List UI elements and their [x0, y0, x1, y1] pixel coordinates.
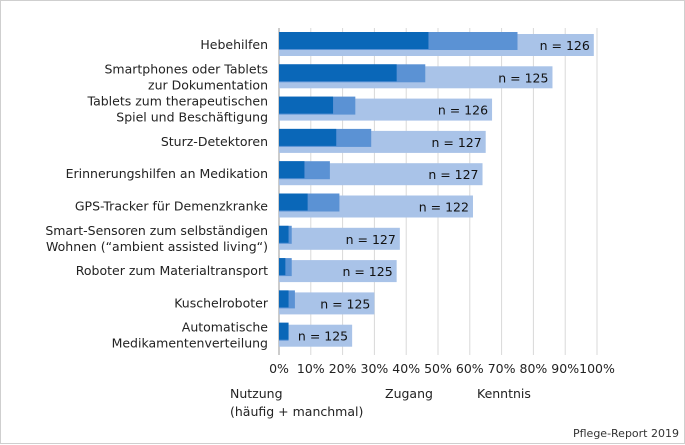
x-tick-label: 0% [269, 361, 289, 376]
bar-kenntnis [279, 292, 375, 315]
category-label: GPS-Tracker für Demenzkranke [75, 199, 268, 214]
category-label: Automatische Medikamentenverteilung [112, 320, 269, 351]
n-label: n = 127 [346, 232, 396, 247]
category-labels: Hebehilfen Smartphones oder Tablets zur Do… [45, 37, 269, 351]
bar-nutzung [279, 225, 289, 243]
x-tick-label: 30% [361, 361, 389, 376]
category-label: Kuschelroboter [174, 295, 269, 310]
x-tick-label: 10% [297, 361, 325, 376]
bar-nutzung [279, 322, 289, 340]
category-label: Smartphones oder Tablets zur Dokumentatio… [104, 61, 268, 92]
category-label: Tablets zum therapeutischen Spiel und Bes… [87, 94, 269, 125]
bar-nutzung [279, 193, 308, 211]
x-tick-label: 70% [488, 361, 516, 376]
category-label: Sturz-Detektoren [161, 134, 268, 149]
category-label: Hebehilfen [200, 37, 268, 52]
n-label: n = 125 [298, 329, 348, 344]
n-labels: n = 126 n = 125 n = 126 n = 127 n = 127 n = 1… [298, 38, 590, 344]
bar-nutzung [279, 258, 286, 276]
bar-kenntnis [279, 227, 400, 250]
legend-item: Nutzung (häufig + manchmal) [230, 386, 363, 419]
bar-nutzung [279, 32, 429, 49]
x-tick-label: 40% [392, 361, 420, 376]
legend-item: Kenntnis [477, 386, 531, 401]
bar-kenntnis [279, 260, 397, 283]
legend: Nutzung (häufig + manchmal) Zugang Kenntnis [230, 386, 531, 419]
n-label: n = 127 [431, 135, 481, 150]
bar-kenntnis [279, 324, 353, 347]
category-label: Erinnerungshilfen an Medikation [66, 166, 268, 181]
x-tick-label: 60% [456, 361, 484, 376]
bar-nutzung [279, 96, 334, 114]
category-label: Roboter zum Materialtransport [76, 263, 268, 278]
bars [279, 32, 594, 347]
x-tick-label: 20% [329, 361, 357, 376]
n-label: n = 126 [540, 38, 590, 53]
source-note: Pflege-Report 2019 [573, 427, 679, 440]
bar-nutzung [279, 64, 397, 82]
x-tick-label: 50% [424, 361, 452, 376]
bar-nutzung [279, 290, 289, 308]
x-axis-ticks: 0% 10% 20% 30% 40% 50% 60% 70% 80% 90% 100% [269, 361, 615, 376]
x-tick-label: 90% [551, 361, 579, 376]
x-tick-label: 100% [579, 361, 615, 376]
n-label: n = 122 [419, 200, 469, 215]
n-label: n = 125 [498, 70, 548, 85]
n-label: n = 126 [438, 103, 488, 118]
category-label: Smart-Sensoren zum selbständigen Wohnen (… [45, 223, 268, 254]
n-label: n = 125 [342, 264, 392, 279]
x-tick-label: 80% [520, 361, 548, 376]
n-label: n = 125 [320, 296, 370, 311]
bar-nutzung [279, 161, 305, 179]
n-label: n = 127 [428, 167, 478, 182]
legend-item: Zugang [385, 386, 433, 401]
bar-nutzung [279, 128, 337, 146]
